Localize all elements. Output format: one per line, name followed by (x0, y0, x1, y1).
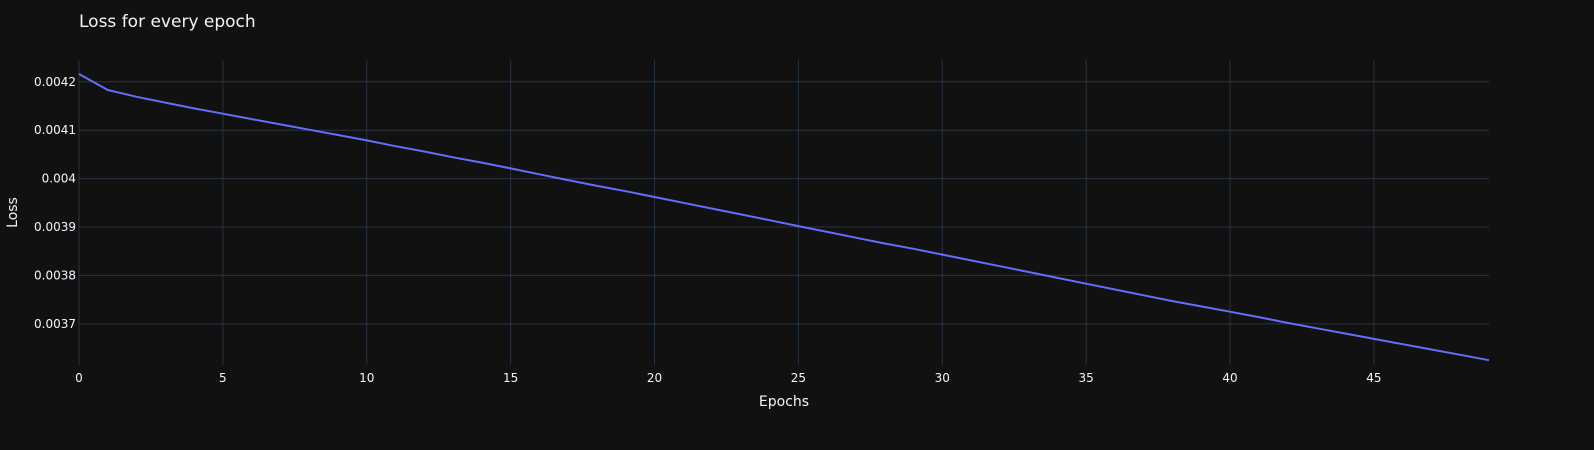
x-tick-label: 35 (1079, 371, 1094, 385)
x-gridlines (78, 60, 1375, 365)
x-tick-label: 20 (647, 371, 662, 385)
y-tick-labels: 0.0037 0.0038 0.0039 0.004 0.0041 0.0042 (34, 75, 76, 331)
y-tick-label: 0.0039 (34, 220, 76, 234)
x-tick-label: 40 (1222, 371, 1237, 385)
x-axis-title: Epochs (759, 394, 809, 410)
chart-title: Loss for every epoch (79, 12, 256, 32)
y-tick-label: 0.0037 (34, 317, 76, 331)
y-tick-label: 0.0041 (34, 123, 76, 137)
x-tick-label: 0 (75, 371, 83, 385)
series-lines (78, 73, 1490, 362)
y-tick-label: 0.0038 (34, 268, 76, 282)
x-tick-label: 30 (935, 371, 950, 385)
x-tick-label: 45 (1366, 371, 1381, 385)
x-tick-label: 25 (791, 371, 806, 385)
x-tick-label: 15 (503, 371, 518, 385)
loss-line (78, 73, 1490, 362)
x-tick-labels: 0 5 10 15 20 25 30 35 40 45 (75, 371, 1381, 385)
y-tick-label: 0.004 (42, 172, 76, 186)
y-gridlines (79, 81, 1489, 325)
x-tick-label: 10 (359, 371, 374, 385)
y-axis-title: Loss (5, 197, 21, 228)
x-tick-label: 5 (219, 371, 227, 385)
y-tick-label: 0.0042 (34, 75, 76, 89)
